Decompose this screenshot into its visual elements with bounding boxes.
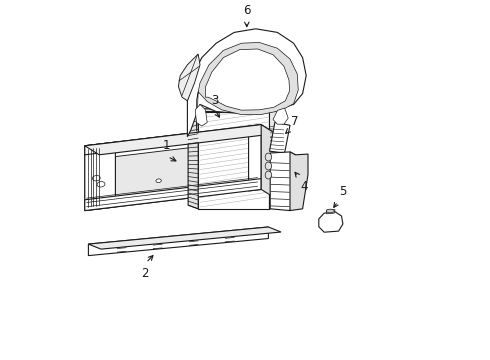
Ellipse shape (93, 175, 100, 181)
Polygon shape (85, 129, 261, 155)
Polygon shape (248, 125, 261, 191)
Polygon shape (188, 112, 198, 209)
Polygon shape (88, 227, 269, 256)
Polygon shape (196, 42, 298, 131)
Polygon shape (85, 179, 261, 211)
Polygon shape (85, 142, 116, 211)
Polygon shape (196, 104, 207, 126)
Ellipse shape (265, 153, 271, 161)
Polygon shape (326, 210, 335, 214)
Polygon shape (85, 125, 261, 155)
Polygon shape (290, 152, 308, 211)
Ellipse shape (326, 209, 334, 213)
Polygon shape (319, 212, 343, 232)
Polygon shape (205, 49, 290, 110)
Text: 6: 6 (243, 4, 250, 17)
Polygon shape (187, 29, 306, 137)
Polygon shape (270, 152, 295, 211)
Ellipse shape (265, 171, 271, 179)
Text: 1: 1 (163, 139, 171, 152)
Polygon shape (116, 141, 248, 203)
Polygon shape (85, 125, 261, 211)
Text: 3: 3 (211, 94, 218, 107)
Ellipse shape (265, 162, 271, 170)
Text: 4: 4 (301, 180, 308, 193)
Text: 5: 5 (339, 185, 347, 198)
Polygon shape (198, 109, 284, 112)
Text: 2: 2 (141, 267, 148, 280)
Polygon shape (261, 125, 275, 198)
Polygon shape (178, 54, 200, 101)
Ellipse shape (97, 181, 105, 187)
Polygon shape (270, 122, 290, 153)
Polygon shape (273, 108, 288, 124)
Text: 7: 7 (291, 115, 298, 128)
Polygon shape (88, 227, 281, 249)
Polygon shape (270, 110, 284, 209)
Polygon shape (198, 112, 270, 209)
Ellipse shape (156, 179, 161, 183)
Polygon shape (85, 125, 275, 155)
